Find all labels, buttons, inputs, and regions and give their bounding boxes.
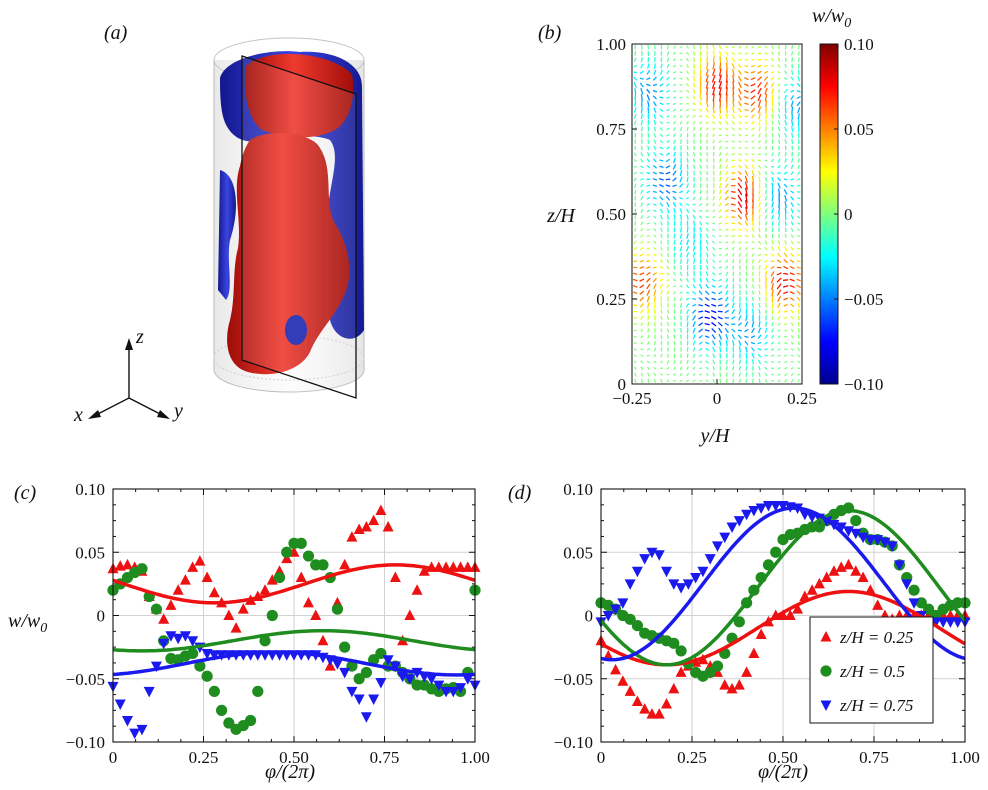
- data-point: [158, 613, 169, 624]
- data-point: [668, 683, 679, 694]
- data-point: [122, 716, 133, 727]
- data-point: [617, 675, 628, 686]
- data-point: [216, 705, 227, 716]
- x-tick-label: 0.75: [370, 748, 400, 767]
- data-point: [202, 671, 213, 682]
- data-point: [115, 700, 126, 711]
- data-point: [173, 584, 184, 595]
- data-point: [303, 550, 314, 561]
- x-tick-label: 1.00: [460, 748, 490, 767]
- data-point: [712, 661, 723, 672]
- legend-label: z/H = 0.5: [839, 662, 905, 681]
- data-point: [368, 515, 379, 526]
- data-point: [151, 604, 162, 615]
- data-point: [734, 679, 745, 690]
- y-tick-label: 0.05: [563, 543, 593, 562]
- data-point: [339, 668, 350, 679]
- x-tick-label: 0: [597, 748, 606, 767]
- data-point: [654, 550, 665, 561]
- legend-label: z/H = 0.75: [839, 696, 913, 715]
- data-point: [639, 554, 650, 565]
- data-point: [231, 622, 242, 633]
- data-point: [354, 694, 365, 705]
- data-point: [661, 698, 672, 709]
- y-tick-label: 0.10: [563, 480, 593, 499]
- data-point: [317, 559, 328, 570]
- data-point: [310, 610, 321, 621]
- legend-marker: [820, 665, 831, 676]
- data-point: [274, 572, 285, 583]
- data-point: [187, 648, 198, 659]
- y-tick-label: −0.05: [66, 670, 105, 689]
- panel-c-chart: 0 0.25 0.50 0.75 1.000.100.050−0.05−0.10: [66, 480, 490, 767]
- data-point: [173, 634, 184, 645]
- y-tick-label: 0.10: [75, 480, 105, 499]
- y-tick-label: 0: [585, 607, 594, 626]
- x-tick-label: 1.00: [950, 748, 980, 767]
- data-point: [339, 559, 350, 570]
- data-point: [748, 647, 759, 658]
- data-point: [129, 729, 140, 740]
- data-point: [245, 715, 256, 726]
- x-tick-label: 0: [109, 748, 118, 767]
- data-point: [632, 696, 643, 707]
- data-point: [404, 610, 415, 621]
- panel-d-xlabel: φ/(2π): [758, 761, 808, 783]
- data-point: [136, 563, 147, 574]
- data-point: [675, 645, 686, 656]
- data-point: [843, 559, 854, 570]
- x-tick-label: 0.25: [677, 748, 707, 767]
- data-point: [632, 567, 643, 578]
- data-point: [610, 664, 621, 675]
- x-tick-label: 0.75: [859, 748, 889, 767]
- data-point: [661, 567, 672, 578]
- data-point: [908, 585, 919, 596]
- data-point: [144, 687, 155, 698]
- data-point: [317, 635, 328, 646]
- panel-d-legend: z/H = 0.25 z/H = 0.5 z/H = 0.75: [810, 617, 933, 723]
- data-point: [122, 559, 133, 570]
- data-point: [361, 712, 372, 723]
- data-point: [267, 610, 278, 621]
- data-point: [770, 547, 781, 558]
- data-point: [625, 685, 636, 696]
- data-point: [165, 599, 176, 610]
- data-point: [339, 642, 350, 653]
- data-point: [281, 547, 292, 558]
- data-point: [654, 708, 665, 719]
- data-point: [368, 694, 379, 705]
- data-point: [741, 666, 752, 677]
- data-point: [412, 584, 423, 595]
- data-point: [361, 667, 372, 678]
- x-tick-label: 0.25: [189, 748, 219, 767]
- data-point: [296, 538, 307, 549]
- data-point: [390, 572, 401, 583]
- data-point: [296, 572, 307, 583]
- data-point: [727, 522, 738, 533]
- data-point: [303, 597, 314, 608]
- data-point: [719, 679, 730, 690]
- data-point: [260, 584, 271, 595]
- y-tick-label: −0.10: [66, 733, 105, 752]
- data-point: [705, 554, 716, 565]
- data-point: [209, 587, 220, 598]
- y-tick-label: 0.05: [75, 543, 105, 562]
- y-tick-label: 0: [97, 607, 106, 626]
- data-point: [850, 515, 861, 526]
- data-point: [332, 604, 343, 615]
- data-point: [180, 574, 191, 585]
- legend-label: z/H = 0.25: [839, 628, 913, 647]
- y-tick-label: −0.05: [554, 670, 593, 689]
- data-point: [625, 579, 636, 590]
- data-point: [712, 541, 723, 552]
- data-point: [209, 686, 220, 697]
- panel-c-xlabel: φ/(2π): [265, 761, 315, 783]
- data-point: [223, 610, 234, 621]
- panel-c-ylabel: w/w0: [8, 610, 47, 636]
- y-tick-label: −0.10: [554, 733, 593, 752]
- data-point: [676, 583, 687, 594]
- data-point: [252, 686, 263, 697]
